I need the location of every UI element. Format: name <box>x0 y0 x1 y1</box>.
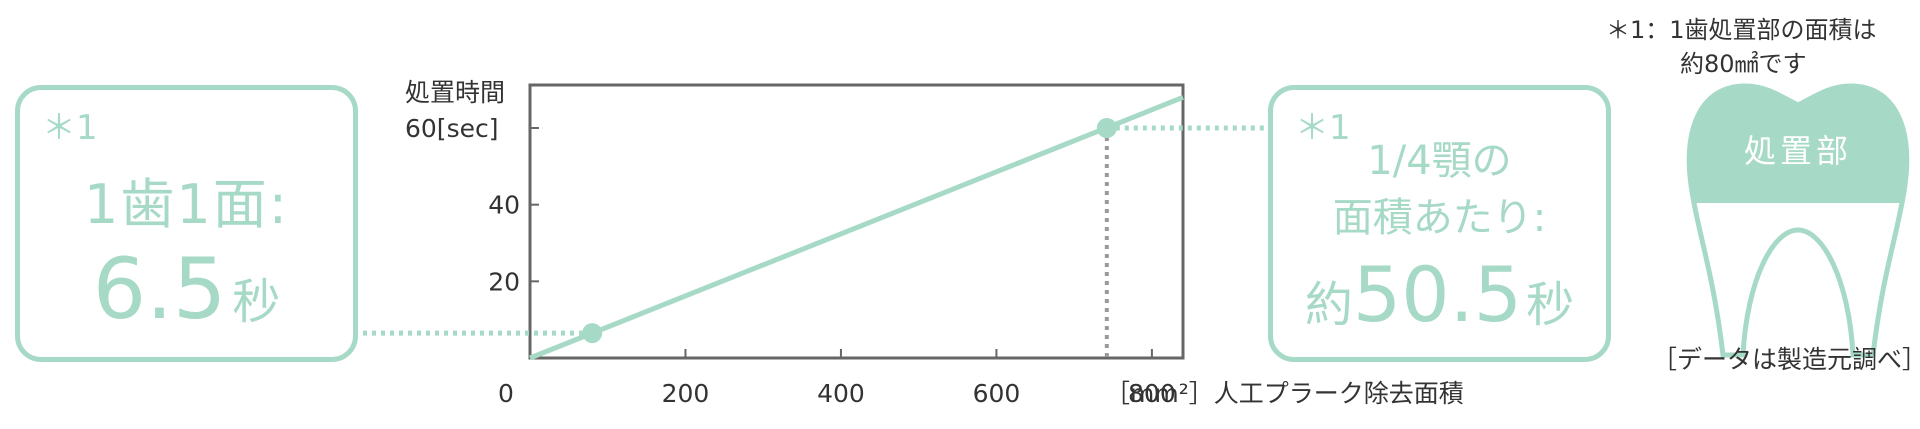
x-tick-label-800: 800 <box>1128 379 1176 408</box>
left-note-mark: ＊1 <box>42 108 98 148</box>
right-title-line2: 面積あたり: <box>1332 195 1547 241</box>
footnote-line2: 約80㎟です <box>1680 50 1807 78</box>
data-point-1 <box>582 323 603 344</box>
footnote-line1: ＊1：1歯処置部の面積は <box>1606 16 1877 44</box>
right-value: 50.5 <box>1352 250 1523 339</box>
left-title: 1歯1面: <box>84 173 289 236</box>
x-tick-label-400: 400 <box>817 379 865 408</box>
right-value-row: 約50.5秒 <box>1273 250 1606 339</box>
right-note-mark: ＊1 <box>1295 108 1351 148</box>
right-title-line1: 1/4顎の <box>1367 138 1512 184</box>
y-tick-label-40: 40 <box>488 191 520 220</box>
x-tick-label-0: 0 <box>498 379 514 408</box>
tooth-caption: ［データは製造元調べ］ <box>1652 345 1920 374</box>
right-prefix: 約 <box>1304 277 1353 333</box>
right-unit: 秒 <box>1526 277 1575 333</box>
data-point-2 <box>1096 118 1117 138</box>
y-axis-label-2: 60[sec] <box>405 114 498 143</box>
x-tick-label-600: 600 <box>973 379 1021 408</box>
plot-frame <box>528 83 1185 360</box>
left-value-row: 6.5 秒 <box>20 240 353 338</box>
y-tick-label-20: 20 <box>488 267 520 296</box>
series-line <box>529 95 1184 361</box>
left-value: 6.5 <box>92 240 227 338</box>
right-info-box: ＊1 1/4顎の 面積あたり: 約50.5秒 <box>1268 85 1611 362</box>
left-unit: 秒 <box>232 274 281 330</box>
left-info-box: ＊1 1歯1面: 6.5 秒 <box>15 85 358 362</box>
tooth-label: 処置部 <box>1744 132 1852 170</box>
tooth-icon: 処置部 <box>1686 83 1910 358</box>
x-tick-label-200: 200 <box>662 379 710 408</box>
x-axis-label: ［mm²］人工プラーク除去面積 <box>1105 379 1464 408</box>
y-axis-label-1: 処置時間 <box>405 78 505 107</box>
